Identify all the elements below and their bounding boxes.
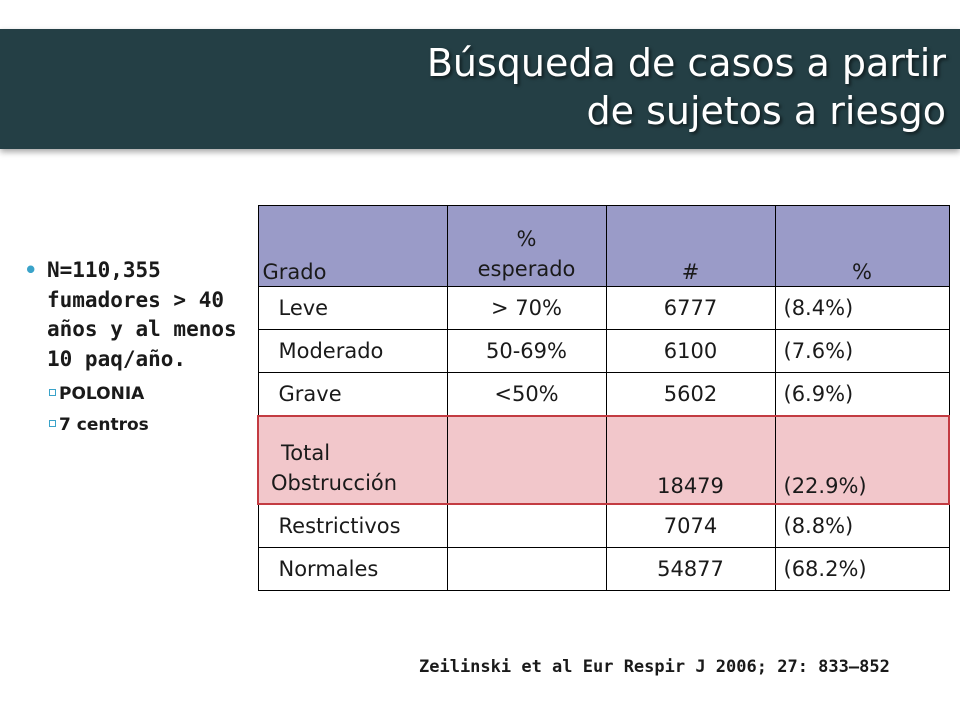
cell-percent: (6.9%) — [774, 372, 950, 417]
title-bar: Búsqueda de casos a partir de sujetos a … — [0, 29, 960, 149]
cell-grado: Restrictivos — [257, 503, 448, 548]
cell-esperado: > 70% — [446, 286, 607, 330]
citation: Zeilinski et al Eur Respir J 2006; 27: 8… — [419, 657, 890, 677]
cell-esperado — [446, 547, 607, 591]
table-row-highlighted: Total Obstrucción 18479 (22.9%) — [257, 415, 950, 505]
cell-esperado: 50-69% — [446, 329, 607, 373]
header-grado: Grado — [257, 205, 448, 287]
bullet-item: • N=110,355 fumadores > 40 años y al men… — [22, 256, 242, 374]
cell-count: 54877 — [605, 547, 776, 591]
total-label-line1: Total — [281, 441, 331, 465]
table-row: Moderado 50-69% 6100 (7.6%) — [257, 329, 950, 373]
cell-grado: Moderado — [257, 329, 448, 373]
header-esperado: % esperado — [446, 205, 607, 287]
cell-percent: (22.9%) — [774, 415, 950, 505]
sub-bullet-item: POLONIA — [22, 383, 242, 405]
square-bullet-icon — [49, 389, 56, 396]
total-label-line2: Obstrucción — [271, 471, 398, 495]
cell-esperado — [446, 415, 607, 505]
header-esperado-line2: esperado — [477, 257, 576, 281]
table-row: Restrictivos 7074 (8.8%) — [257, 503, 950, 548]
total-label: Total Obstrucción — [263, 438, 443, 498]
sub-bullet-text: POLONIA — [59, 384, 145, 404]
table-row: Grave <50% 5602 (6.9%) — [257, 372, 950, 417]
cell-count: 18479 — [605, 415, 776, 505]
cell-grado: Total Obstrucción — [257, 415, 448, 505]
cell-count: 5602 — [605, 372, 776, 417]
cell-esperado: <50% — [446, 372, 607, 417]
bullet-text: N=110,355 fumadores > 40 años y al menos… — [47, 258, 237, 371]
header-percent: % — [774, 205, 950, 287]
cell-percent: (68.2%) — [774, 547, 950, 591]
header-count: # — [605, 205, 776, 287]
cell-percent: (8.4%) — [774, 286, 950, 330]
title-line-2: de sujetos a riesgo — [586, 89, 946, 133]
cell-percent: (7.6%) — [774, 329, 950, 373]
square-bullet-icon — [49, 420, 56, 427]
table-row: Normales 54877 (68.2%) — [257, 547, 950, 591]
sub-bullet-item: 7 centros — [22, 414, 242, 436]
cell-esperado — [446, 503, 607, 548]
slide-title: Búsqueda de casos a partir de sujetos a … — [246, 39, 946, 135]
cell-grado: Leve — [257, 286, 448, 330]
bullet-dot-icon: • — [24, 258, 38, 282]
cell-percent: (8.8%) — [774, 503, 950, 548]
results-table: Grado % esperado # % Leve > 70% 6777 (8.… — [257, 205, 950, 591]
sub-bullet-text: 7 centros — [59, 415, 149, 435]
bullet-list: • N=110,355 fumadores > 40 años y al men… — [22, 256, 242, 436]
cell-grado: Grave — [257, 372, 448, 417]
table-header-row: Grado % esperado # % — [257, 205, 950, 287]
header-esperado-line1: % — [516, 227, 537, 251]
cell-count: 6100 — [605, 329, 776, 373]
cell-count: 7074 — [605, 503, 776, 548]
title-line-1: Búsqueda de casos a partir — [426, 41, 946, 85]
cell-count: 6777 — [605, 286, 776, 330]
cell-grado: Normales — [257, 547, 448, 591]
table-row: Leve > 70% 6777 (8.4%) — [257, 286, 950, 330]
